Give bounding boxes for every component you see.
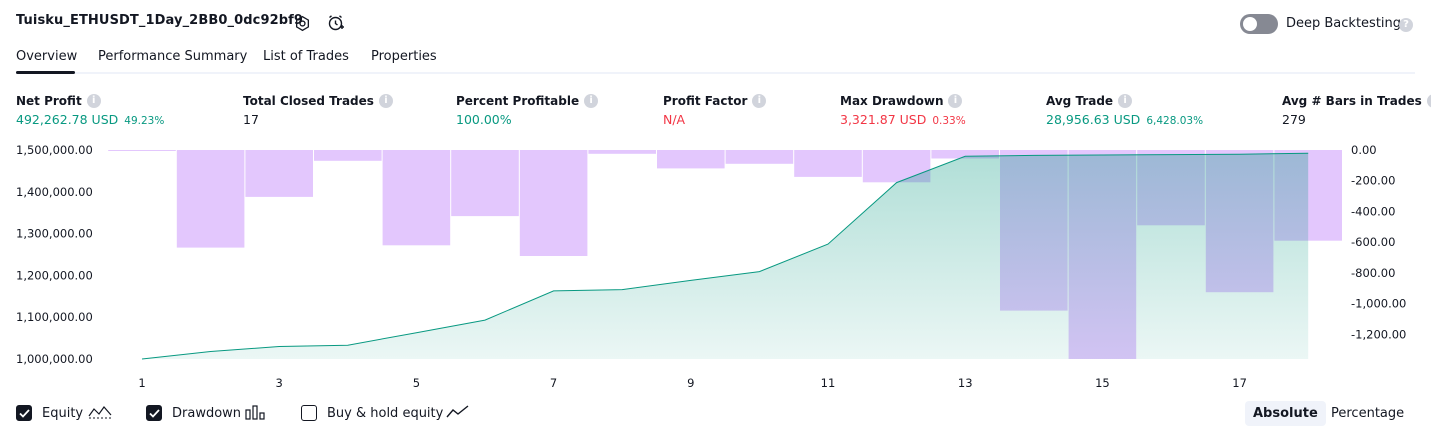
metric-total-closed-trades-value: 17 [243,112,259,127]
info-icon[interactable]: i [86,94,101,108]
metric-net-profit-label: Net Profit i [16,94,101,108]
info-icon[interactable]: i [1118,94,1133,108]
percentage-mode-button[interactable]: Percentage [1331,406,1405,421]
drawdown-bar [314,150,382,161]
info-icon[interactable]: i [1426,94,1431,108]
x-tick-label: 1 [138,376,145,390]
drawdown-bar [519,150,588,256]
metric-net-profit-value: 492,262.78 USD 49.23% [16,112,165,127]
info-icon[interactable]: i [948,94,963,108]
tab-properties[interactable]: Properties [371,49,437,64]
drawdown-bar [794,150,862,177]
buy-hold-checkbox[interactable] [301,405,317,421]
absolute-mode-button[interactable]: Absolute [1245,401,1326,426]
drawdown-bar [176,150,245,248]
info-icon[interactable]: i [752,94,767,108]
metric-max-drawdown-label: Max Drawdown i [840,94,963,108]
drawdown-bar [451,150,519,217]
tab-overview[interactable]: Overview [16,49,78,64]
drawdown-bar [382,150,451,246]
y-left-tick-label: 1,500,000.00 [16,143,93,157]
metric-percent-profitable-label: Percent Profitable i [456,94,599,108]
y-right-tick-label: -400.00 [1351,205,1395,219]
x-tick-label: 5 [413,376,420,390]
metric-avg-bars-value: 279 [1282,112,1306,127]
buy-hold-line-icon [446,404,470,424]
x-tick-label: 9 [687,376,694,390]
y-right-tick-label: -200.00 [1351,174,1395,188]
y-left-tick-label: 1,200,000.00 [16,268,93,282]
drawdown-bar [588,150,656,154]
y-right-tick-label: -800.00 [1351,266,1395,280]
tab-performance-summary[interactable]: Performance Summary [98,49,248,64]
drawdown-bar [657,150,725,169]
x-tick-label: 15 [1095,376,1110,390]
y-left-tick-label: 1,100,000.00 [16,310,93,324]
deep-backtesting-toggle[interactable] [1240,14,1278,34]
info-icon[interactable]: i [584,94,599,108]
y-left-tick-label: 1,300,000.00 [16,227,93,241]
drawdown-checkbox[interactable] [146,405,162,421]
equity-checkbox[interactable] [16,405,32,421]
x-tick-label: 13 [958,376,973,390]
settings-icon[interactable] [293,14,311,32]
metric-total-closed-trades-label: Total Closed Trades i [243,94,393,108]
y-right-tick-label: -1,200.00 [1351,327,1406,341]
drawdown-bar [725,150,794,164]
x-tick-label: 3 [276,376,283,390]
metric-profit-factor-label: Profit Factor i [663,94,767,108]
add-alert-icon[interactable] [327,14,345,32]
drawdown-bar [108,150,176,151]
metric-avg-trade-value: 28,956.63 USD 6,428.03% [1046,112,1204,127]
drawdown-legend-label: Drawdown [172,406,242,421]
active-tab-indicator [16,71,75,74]
help-icon[interactable]: ? [1399,18,1413,32]
equity-legend-label: Equity [42,406,84,421]
drawdown-bar [931,150,999,159]
y-left-tick-label: 1,400,000.00 [16,185,93,199]
x-tick-label: 11 [821,376,836,390]
buy-hold-legend-label: Buy & hold equity [327,406,444,421]
metric-avg-trade-label: Avg Trade i [1046,94,1133,108]
y-right-tick-label: -1,000.00 [1351,297,1406,311]
y-left-tick-label: 1,000,000.00 [16,352,93,366]
tab-divider [16,72,1415,74]
x-tick-label: 17 [1232,376,1247,390]
drawdown-bar [245,150,313,197]
drawdown-bars-icon [245,404,267,424]
tab-list-of-trades[interactable]: List of Trades [263,49,349,64]
equity-line-icon [88,404,112,424]
strategy-title: Tuisku_ETHUSDT_1Day_2BB0_0dc92bf9 [16,13,304,28]
metric-percent-profitable-value: 100.00% [456,112,512,127]
x-tick-label: 7 [550,376,557,390]
equity-line [141,152,1309,360]
equity-area [142,153,1309,359]
info-icon[interactable]: i [378,94,393,108]
y-right-tick-label: 0.00 [1351,143,1377,157]
y-right-tick-label: -600.00 [1351,235,1395,249]
metric-profit-factor-value: N/A [663,112,686,127]
deep-backtesting-label: Deep Backtesting [1286,16,1402,31]
metric-max-drawdown-value: 3,321.87 USD 0.33% [840,112,966,127]
